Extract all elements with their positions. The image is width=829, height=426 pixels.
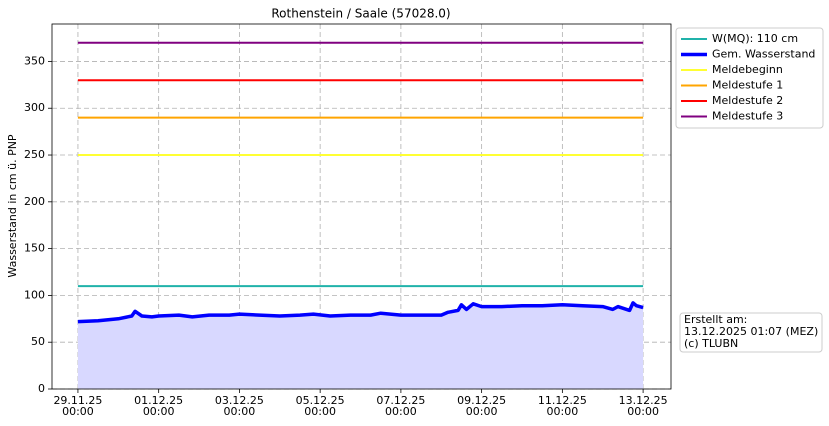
- x-tick-label: 13.12.25: [619, 394, 668, 407]
- legend-label: Meldestufe 1: [712, 79, 783, 92]
- x-tick-label: 11.12.25: [538, 394, 587, 407]
- x-tick-label: 07.12.25: [376, 394, 425, 407]
- x-tick-label: 00:00: [466, 405, 498, 418]
- legend-label: Meldebeginn: [712, 63, 783, 76]
- x-tick-label: 09.12.25: [457, 394, 506, 407]
- x-tick-label: 01.12.25: [134, 394, 183, 407]
- y-tick-label: 100: [24, 288, 45, 301]
- x-tick-label: 05.12.25: [296, 394, 345, 407]
- annotation: Erstellt am:: [684, 313, 747, 326]
- y-tick-label: 250: [24, 148, 45, 161]
- y-tick-label: 150: [24, 242, 45, 255]
- y-tick-label: 0: [38, 382, 45, 395]
- x-tick-label: 00:00: [62, 405, 94, 418]
- y-tick-label: 200: [24, 195, 45, 208]
- area: [77, 302, 644, 389]
- y-tick-label: 350: [24, 54, 45, 67]
- x-tick-label: 03.12.25: [215, 394, 264, 407]
- plot-frame: [51, 23, 672, 390]
- x-tick-label: 00:00: [224, 405, 256, 418]
- x-tick-label: 00:00: [385, 405, 417, 418]
- legend-label: Meldestufe 3: [712, 110, 783, 123]
- series-line: [77, 301, 644, 324]
- x-tick-label: 00:00: [304, 405, 336, 418]
- x-tick-label: 29.11.25: [53, 394, 102, 407]
- y-tick-label: 300: [24, 101, 45, 114]
- chart-title: Rothenstein / Saale (57028.0): [271, 7, 450, 21]
- y-axis-label: Wasserstand in cm ü. PNP: [6, 134, 19, 278]
- x-tick-label: 00:00: [547, 405, 579, 418]
- legend-box: [675, 27, 824, 129]
- x-tick-label: 00:00: [143, 405, 175, 418]
- annotation: (c) TLUBN: [684, 337, 738, 350]
- legend-label: Gem. Wasserstand: [712, 48, 815, 61]
- legend-label: W(MQ): 110 cm: [712, 32, 798, 45]
- annotation-box: [679, 312, 823, 353]
- x-tick-label: 00:00: [627, 405, 659, 418]
- y-tick-label: 50: [31, 335, 45, 348]
- annotation: 13.12.2025 01:07 (MEZ): [684, 325, 818, 338]
- legend-label: Meldestufe 2: [712, 94, 783, 107]
